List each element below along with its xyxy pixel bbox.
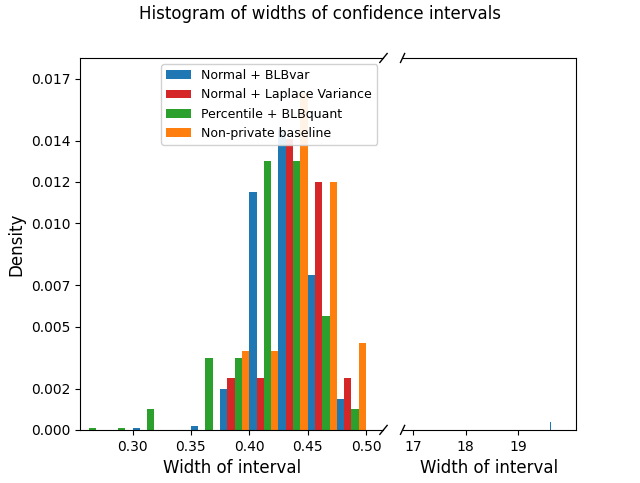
X-axis label: Width of interval: Width of interval <box>163 459 301 477</box>
Bar <box>285 139 293 430</box>
Bar <box>271 351 278 430</box>
Y-axis label: Density: Density <box>7 212 25 276</box>
X-axis label: Width of interval: Width of interval <box>420 459 558 477</box>
Bar <box>300 93 308 430</box>
Bar <box>264 161 271 430</box>
Bar <box>315 182 322 430</box>
Bar <box>132 428 140 430</box>
Bar <box>205 357 212 430</box>
Bar <box>89 428 96 430</box>
Bar <box>344 378 351 430</box>
Bar <box>118 428 125 430</box>
Bar <box>308 275 315 430</box>
Bar <box>191 426 198 430</box>
Bar <box>337 399 344 430</box>
Bar <box>227 378 235 430</box>
Bar <box>249 192 257 430</box>
Bar <box>330 182 337 430</box>
Legend: Normal + BLBvar, Normal + Laplace Variance, Percentile + BLBquant, Non-private b: Normal + BLBvar, Normal + Laplace Varian… <box>161 64 377 145</box>
Bar <box>147 409 154 430</box>
Bar <box>220 388 227 430</box>
Bar <box>257 378 264 430</box>
Bar <box>322 316 330 430</box>
Text: Histogram of widths of confidence intervals: Histogram of widths of confidence interv… <box>139 5 501 23</box>
Bar <box>358 343 366 430</box>
Bar <box>278 130 285 430</box>
Bar <box>293 161 300 430</box>
Bar <box>242 351 249 430</box>
Bar <box>351 409 358 430</box>
Bar <box>235 357 242 430</box>
